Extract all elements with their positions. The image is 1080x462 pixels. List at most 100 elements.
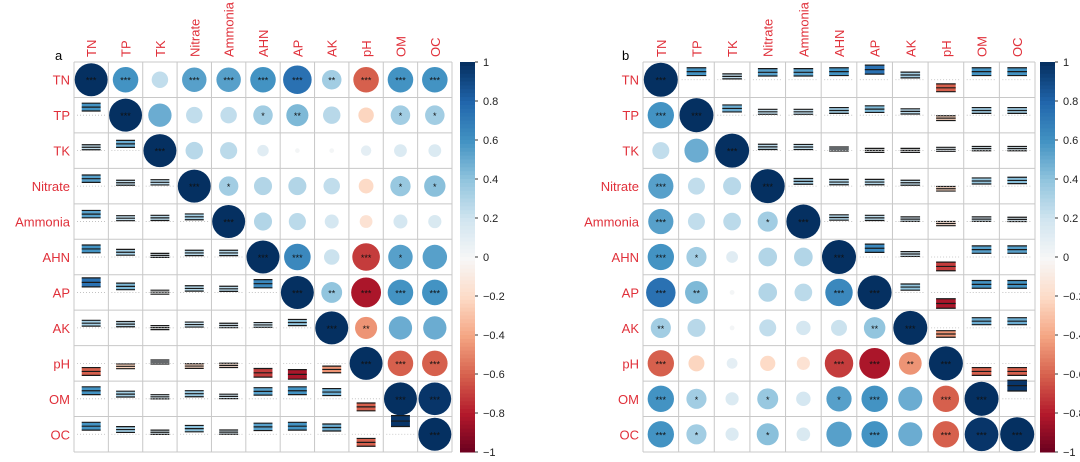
significance-label: *	[766, 430, 770, 440]
colorbar-segment	[460, 296, 475, 301]
colorbar-segment	[460, 97, 475, 102]
colorbar-segment	[460, 108, 475, 114]
significance-label: *	[766, 395, 770, 405]
colorbar-segment	[1040, 159, 1055, 164]
row-label: OC	[620, 427, 640, 442]
colorbar-segment	[1040, 311, 1055, 316]
significance-label: ***	[869, 430, 880, 440]
significance-label: *	[399, 182, 403, 192]
correlation-circle	[824, 349, 854, 378]
correlation-circle	[652, 142, 670, 160]
correlation-circle	[353, 66, 379, 93]
correlation-circle	[932, 421, 960, 448]
correlation-circle	[796, 320, 811, 336]
row-label: TK	[53, 144, 70, 159]
colorbar-segment	[1040, 436, 1055, 441]
colorbar-segment	[1040, 377, 1055, 383]
colorbar-tick-label: −0.2	[1063, 291, 1080, 303]
correlation-circle	[315, 311, 349, 345]
column-label: TN	[84, 40, 99, 57]
significance-label: ***	[762, 182, 773, 192]
column-label: AK	[903, 39, 918, 57]
colorbar-segment	[1040, 124, 1055, 129]
colorbar-segment	[460, 338, 475, 344]
colorbar-segment	[460, 151, 475, 157]
colorbar-segment	[460, 284, 475, 289]
colorbar-segment	[460, 405, 475, 410]
colorbar-segment	[460, 276, 475, 281]
row-label: TK	[622, 144, 639, 159]
significance-label: ***	[292, 288, 303, 298]
colorbar-segment	[1040, 253, 1055, 258]
correlation-circle	[646, 277, 676, 308]
significance-label: ***	[361, 288, 372, 298]
colorbar-tick-label: −0.6	[1063, 369, 1080, 381]
colorbar-segment	[1040, 210, 1055, 215]
colorbar-segment	[460, 331, 475, 336]
colorbar-segment	[1040, 147, 1055, 153]
significance-label: ***	[1012, 430, 1023, 440]
significance-label: ***	[430, 359, 441, 369]
colorbar-segment	[460, 237, 475, 242]
significance-label: ***	[905, 324, 916, 334]
correlation-circle	[422, 279, 448, 306]
significance-label: ***	[656, 218, 667, 228]
row-label: Ammonia	[584, 215, 640, 230]
colorbar-segment	[1040, 233, 1055, 238]
significance-label: ***	[834, 253, 845, 263]
correlation-circle	[857, 275, 892, 310]
colorbar-segment	[460, 229, 475, 235]
correlation-circle	[729, 290, 735, 295]
colorbar-segment	[460, 416, 475, 422]
correlation-circle	[760, 355, 776, 371]
significance-label: ***	[656, 395, 667, 405]
correlation-circle	[687, 177, 705, 195]
significance-label: *	[695, 395, 699, 405]
colorbar-segment	[460, 413, 475, 418]
colorbar-segment	[1040, 292, 1055, 297]
correlation-circle	[964, 417, 999, 452]
panel-a: a TN TN TP TP TK TK Nitrate Nitrate Ammonia Ammoni…	[15, 1, 505, 459]
significance-label: ***	[361, 359, 372, 369]
significance-label: ***	[834, 288, 845, 298]
colorbar-segment	[1040, 116, 1055, 121]
column-label: Ammonia	[796, 1, 811, 57]
colorbar-tick-label: −0.8	[1063, 408, 1080, 420]
colorbar-segment	[1040, 73, 1055, 79]
correlation-circle	[322, 106, 341, 124]
colorbar-segment	[460, 143, 475, 149]
colorbar-segment	[1040, 381, 1055, 387]
colorbar-segment	[1040, 374, 1055, 379]
colorbar-segment	[1040, 272, 1055, 277]
colorbar-segment	[1040, 202, 1055, 207]
significance-label: ***	[395, 76, 406, 86]
correlation-circle	[393, 214, 408, 229]
colorbar-tick-label: −0.4	[483, 330, 505, 342]
row-label: OC	[51, 427, 71, 442]
correlation-circle	[729, 325, 735, 331]
correlation-circle	[388, 244, 413, 270]
correlation-circle	[826, 421, 852, 447]
colorbar-segment	[460, 104, 475, 110]
colorbar-segment	[1040, 338, 1055, 344]
column-label: AP	[290, 40, 305, 57]
correlation-circle	[388, 316, 413, 340]
colorbar-segment	[460, 186, 475, 192]
column-label: OM	[393, 36, 408, 57]
correlation-circle	[286, 104, 309, 127]
correlation-circle	[186, 106, 203, 124]
colorbar-segment	[460, 194, 475, 199]
correlation-circle	[1000, 417, 1035, 452]
correlation-circle	[422, 350, 448, 377]
colorbar-segment	[1040, 354, 1055, 359]
row-label: AK	[622, 321, 640, 336]
significance-label: ***	[656, 288, 667, 298]
colorbar-segment	[1040, 136, 1055, 141]
significance-label: ***	[834, 359, 845, 369]
correlation-circle	[831, 319, 847, 336]
significance-label: ***	[656, 253, 667, 263]
colorbar-segment	[1040, 315, 1055, 320]
column-label: TK	[725, 40, 740, 57]
colorbar-segment	[1040, 424, 1055, 430]
